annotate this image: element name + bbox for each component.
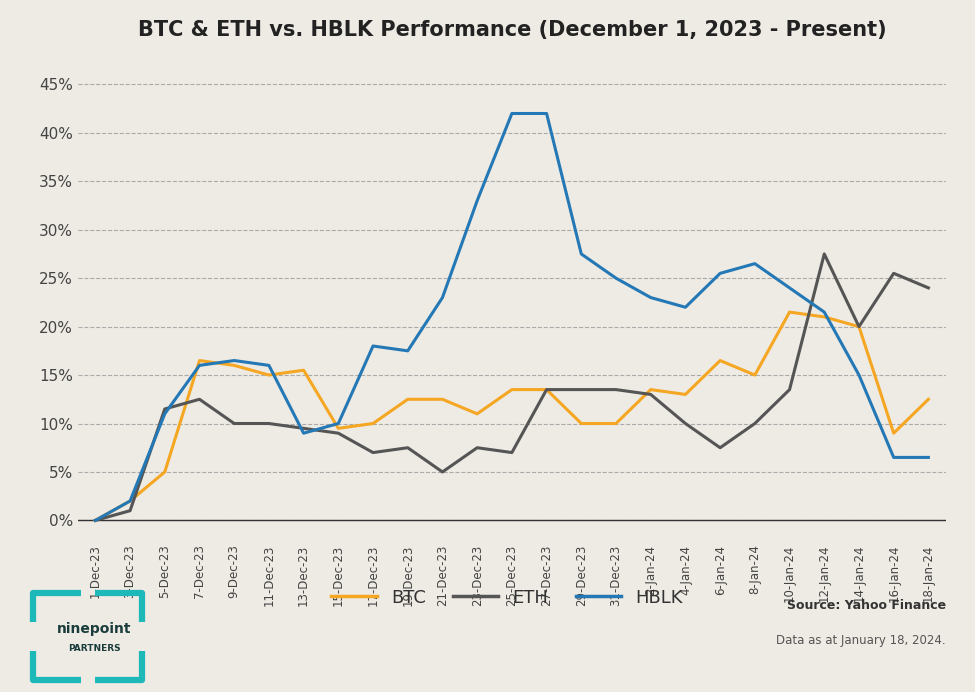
Legend: BTC, ETH, HBLK: BTC, ETH, HBLK bbox=[325, 581, 689, 614]
Text: Data as at January 18, 2024.: Data as at January 18, 2024. bbox=[776, 634, 946, 647]
Text: ninepoint: ninepoint bbox=[58, 622, 132, 636]
Title: BTC & ETH vs. HBLK Performance (December 1, 2023 - Present): BTC & ETH vs. HBLK Performance (December… bbox=[137, 20, 886, 40]
Text: PARTNERS: PARTNERS bbox=[68, 644, 121, 653]
Text: Source: Yahoo Finance: Source: Yahoo Finance bbox=[787, 599, 946, 612]
